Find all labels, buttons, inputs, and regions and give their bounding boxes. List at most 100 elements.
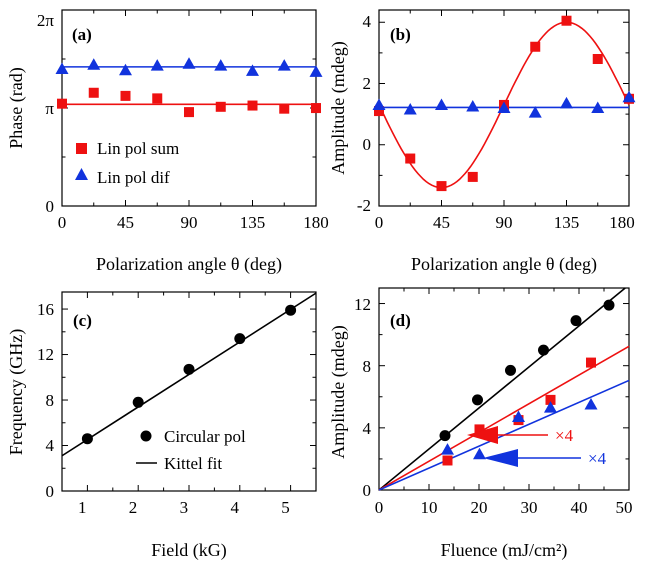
panel-c-ytick: 4 [46,436,55,455]
panel-d-ylabel: Amplitude (mdeg) [328,325,349,458]
panel-a-marks [55,57,323,118]
panel-d-label: (d) [390,311,411,330]
circle-data-point [234,333,246,345]
panel-a-xlabel: Polarization angle θ (deg) [96,254,282,275]
panel-d-marks [378,287,630,491]
panel-c-legend: Circular pol Kittel fit [136,427,246,473]
circle-data-point [183,363,195,375]
circle-data-point [81,433,93,445]
panel-c: (c) 1 2 3 4 5 0 4 8 12 16 Field (kG) Fre… [6,291,317,561]
panel-b-xtick: 90 [496,213,513,232]
panel-a-xtick: 45 [117,213,134,232]
panel-b-ytick: -2 [357,196,371,215]
panel-d-annotations: ×4 ×4 [467,426,607,468]
square-data-point [561,15,572,26]
panel-c-ytick: 8 [46,391,55,410]
triangle-data-point [182,57,196,69]
triangle-data-point [277,59,291,71]
square-data-point [474,424,485,435]
circle-data-point [472,394,483,406]
panel-d-xlabel: Fluence (mJ/cm²) [441,540,568,561]
square-data-point [530,41,541,52]
panel-a-ytick: 2π [37,11,55,30]
panel-b-ytick: 0 [363,135,372,154]
square-data-point [436,181,447,192]
panel-d-xtick: 40 [571,498,588,517]
panel-d-ytick: 12 [354,295,371,314]
panel-a-xtick: 0 [58,213,67,232]
square-data-point [592,54,603,64]
legend-circle-marker [140,430,152,442]
red-arrow-head-icon [467,426,498,444]
triangle-data-point [622,90,636,103]
square-data-point [311,103,321,114]
triangle-data-point [372,98,386,110]
square-data-point [215,101,226,112]
panel-a-ylabel: Phase (rad) [6,67,27,148]
square-data-point [467,171,478,182]
panel-b-ytick: 2 [363,74,372,93]
panel-b-xlabel: Polarization angle θ (deg) [411,254,597,275]
triangle-data-point [473,447,486,460]
triangle-data-point [309,65,323,77]
triangle-data-point [435,98,448,110]
panel-a-xtick: 90 [181,213,198,232]
square-data-point [57,98,67,109]
legend-square-marker [76,143,87,154]
panel-d-ticks [378,288,630,491]
panel-b-label: (b) [390,25,411,44]
square-data-point [247,100,258,111]
panel-a-ytick: π [45,99,54,118]
panel-c-ticks [62,292,316,492]
triangle-data-point [528,106,542,118]
panel-a: (a) 0 45 90 135 180 0 π 2π Polarization … [6,9,329,275]
blue-arrow-head-icon [483,449,518,467]
triangle-data-point [466,99,480,112]
panel-d-ytick: 4 [363,419,372,438]
circle-data-point [132,396,144,408]
panel-a-xtick: 180 [303,213,329,232]
panel-c-xtick: 5 [281,498,290,517]
legend-triangle-marker [75,168,88,180]
panel-c-xtick: 1 [78,498,87,517]
panel-b-ytick: 4 [363,12,372,31]
panel-d-xtick: 50 [616,498,633,517]
triangle-data-point [403,103,417,115]
triangle-data-point [87,58,101,70]
triangle-data-point [497,101,511,113]
triangle-data-point [584,398,598,410]
panel-b: (b) 0 45 90 135 180 -2 0 2 4 Polarizatio… [328,9,636,275]
square-data-point [120,90,131,101]
panel-d-xtick: 0 [375,498,384,517]
triangle-data-point [560,96,573,109]
panel-c-xtick: 3 [180,498,189,517]
panel-b-ylabel: Amplitude (mdeg) [328,41,349,174]
square-data-point [405,153,416,164]
panel-d-ytick: 0 [363,481,372,500]
square-data-point [545,394,556,405]
panel-d-xtick: 20 [471,498,488,517]
triangle-data-point [246,64,259,76]
panel-c-ytick: 0 [46,482,55,501]
triangle-data-point [441,443,454,455]
panel-a-ytick: 0 [46,197,55,216]
panel-c-xtick: 4 [230,498,239,517]
panel-c-xlabel: Field (kG) [151,540,227,561]
triangle-data-point [55,62,69,75]
panel-d: (d) 0 10 20 30 40 50 0 4 8 12 Fluence (m… [328,287,633,561]
triangle-data-point [544,401,557,413]
triangle-data-point [591,101,605,113]
square-data-point [88,87,99,98]
panel-c-ytick: 12 [37,345,54,364]
square-data-point [279,103,290,114]
triangle-data-point [214,59,228,71]
panel-c-ylabel: Frequency (GHz) [6,329,27,455]
annotation-x4-blue: ×4 [588,449,607,468]
panel-b-ticks [378,10,630,207]
panel-b-xtick: 180 [609,213,635,232]
panel-a-label: (a) [72,25,92,44]
square-data-point [374,106,384,117]
circle-data-point [505,364,516,376]
panel-c-xtick: 2 [129,498,138,517]
